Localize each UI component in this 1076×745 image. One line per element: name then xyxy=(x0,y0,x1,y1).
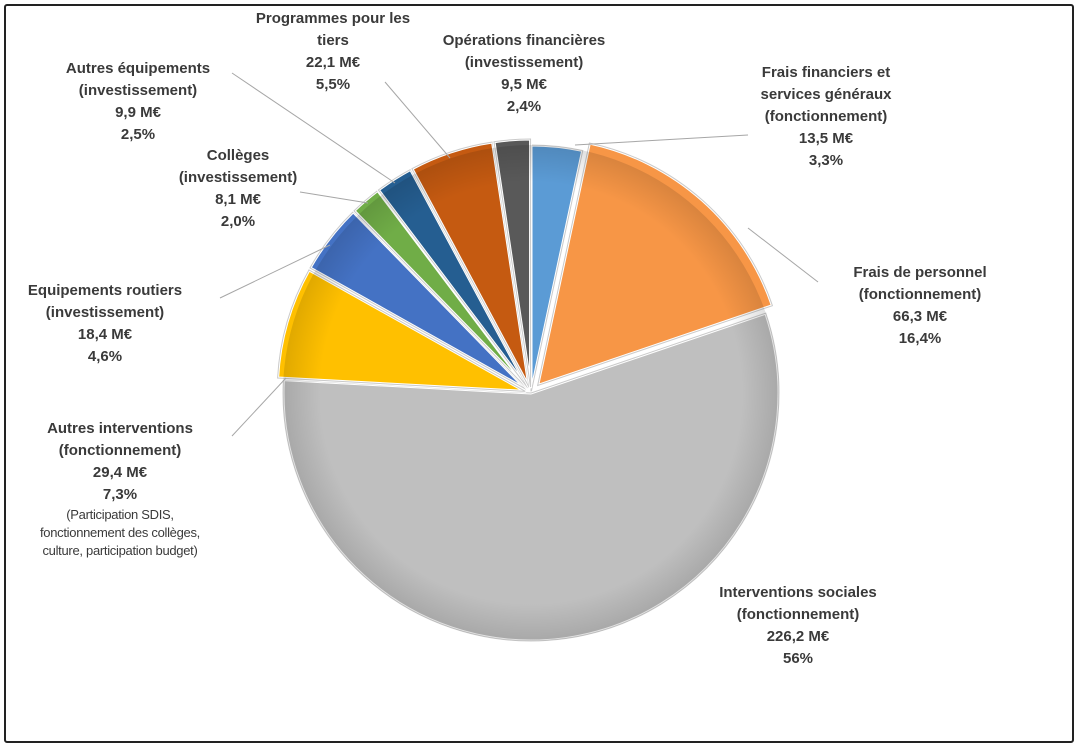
slice-name: Frais financiers et xyxy=(761,64,891,81)
slice-name: (fonctionnement) xyxy=(858,286,982,303)
pie-slice-edge xyxy=(377,168,529,389)
slice-label: Equipements routiers (investissement) 18,4… xyxy=(28,280,182,368)
slice-name: Interventions sociales xyxy=(719,584,877,601)
slice-note: fonctionnement des collèges, xyxy=(40,525,200,540)
slice-name: (fonctionnement) xyxy=(764,108,888,125)
slice-percent-label: 7,3% xyxy=(102,486,138,503)
slice-value-label: 22,1 M€ xyxy=(305,54,361,71)
slice-name: Equipements routiers xyxy=(27,282,183,299)
slice-label: Interventions sociales (fonctionnement) 22… xyxy=(719,582,877,670)
slice-label: Frais financiers et services généraux (fon… xyxy=(761,62,892,172)
slice-value-label: 9,5 M€ xyxy=(501,76,547,93)
slice-name: (investissement) xyxy=(78,82,198,99)
slice-name: Collèges xyxy=(206,147,270,164)
slice-percent-label: 16,4% xyxy=(898,330,942,347)
slice-name: Opérations financières xyxy=(442,32,606,49)
pie-slice-edge xyxy=(536,142,774,387)
leader-line xyxy=(747,227,819,283)
leader-line xyxy=(299,191,369,204)
pie-slice-edge xyxy=(493,138,532,388)
slice-percent-label: 4,6% xyxy=(87,348,123,365)
slice-percent-label: 2,5% xyxy=(120,126,156,143)
leader-line xyxy=(384,81,451,159)
slice-label: Autres interventions (fonctionnement) 29,4… xyxy=(40,418,200,560)
leader-line xyxy=(574,134,749,146)
slice-name: Frais de personnel xyxy=(853,264,987,281)
leader-line xyxy=(231,72,396,184)
slice-label: Opérations financières (investissement) 9,… xyxy=(443,30,606,118)
slice-percent-label: 2,0% xyxy=(220,213,256,230)
slice-name: (investissement) xyxy=(464,54,584,71)
slice-note: (Participation SDIS, xyxy=(66,507,174,522)
slice-name: Autres interventions xyxy=(47,420,193,437)
slice-value-label: 9,9 M€ xyxy=(115,104,161,121)
leader-line xyxy=(231,377,287,437)
slice-label: Autres équipements (investissement) 9,9 M€… xyxy=(66,58,210,146)
slice-name: Autres équipements xyxy=(65,60,211,77)
slice-percent-label: 2,4% xyxy=(506,98,542,115)
slice-label: Collèges (investissement) 8,1 M€ 2,0% xyxy=(179,145,297,233)
leader-line xyxy=(219,244,331,299)
slice-name: (fonctionnement) xyxy=(58,442,182,459)
slice-value-label: 13,5 M€ xyxy=(798,130,854,147)
slice-label: Programmes pour les tiers 22,1 M€ 5,5% xyxy=(256,8,410,96)
slice-name: (investissement) xyxy=(45,304,165,321)
slice-value-label: 29,4 M€ xyxy=(92,464,148,481)
slice-value-label: 226,2 M€ xyxy=(766,628,830,645)
slice-percent-label: 56% xyxy=(782,650,814,667)
pie-slice-edge xyxy=(277,269,526,392)
slice-value-label: 18,4 M€ xyxy=(77,326,133,343)
slice-name: tiers xyxy=(317,32,349,49)
slice-value-label: 8,1 M€ xyxy=(215,191,261,208)
slice-name: Programmes pour les xyxy=(255,10,411,27)
pie-rim-shade xyxy=(283,145,779,641)
pie-slice-edge xyxy=(411,141,530,388)
slice-label: Frais de personnel (fonctionnement) 66,3 M… xyxy=(853,262,986,350)
slice-note: culture, participation budget) xyxy=(42,543,198,558)
slice-name: (fonctionnement) xyxy=(736,606,860,623)
slice-name: (investissement) xyxy=(178,169,298,186)
slice-value-label: 66,3 M€ xyxy=(892,308,948,325)
slice-percent-label: 3,3% xyxy=(808,152,844,169)
slice-name: services généraux xyxy=(760,86,892,103)
slice-percent-label: 5,5% xyxy=(315,76,351,93)
